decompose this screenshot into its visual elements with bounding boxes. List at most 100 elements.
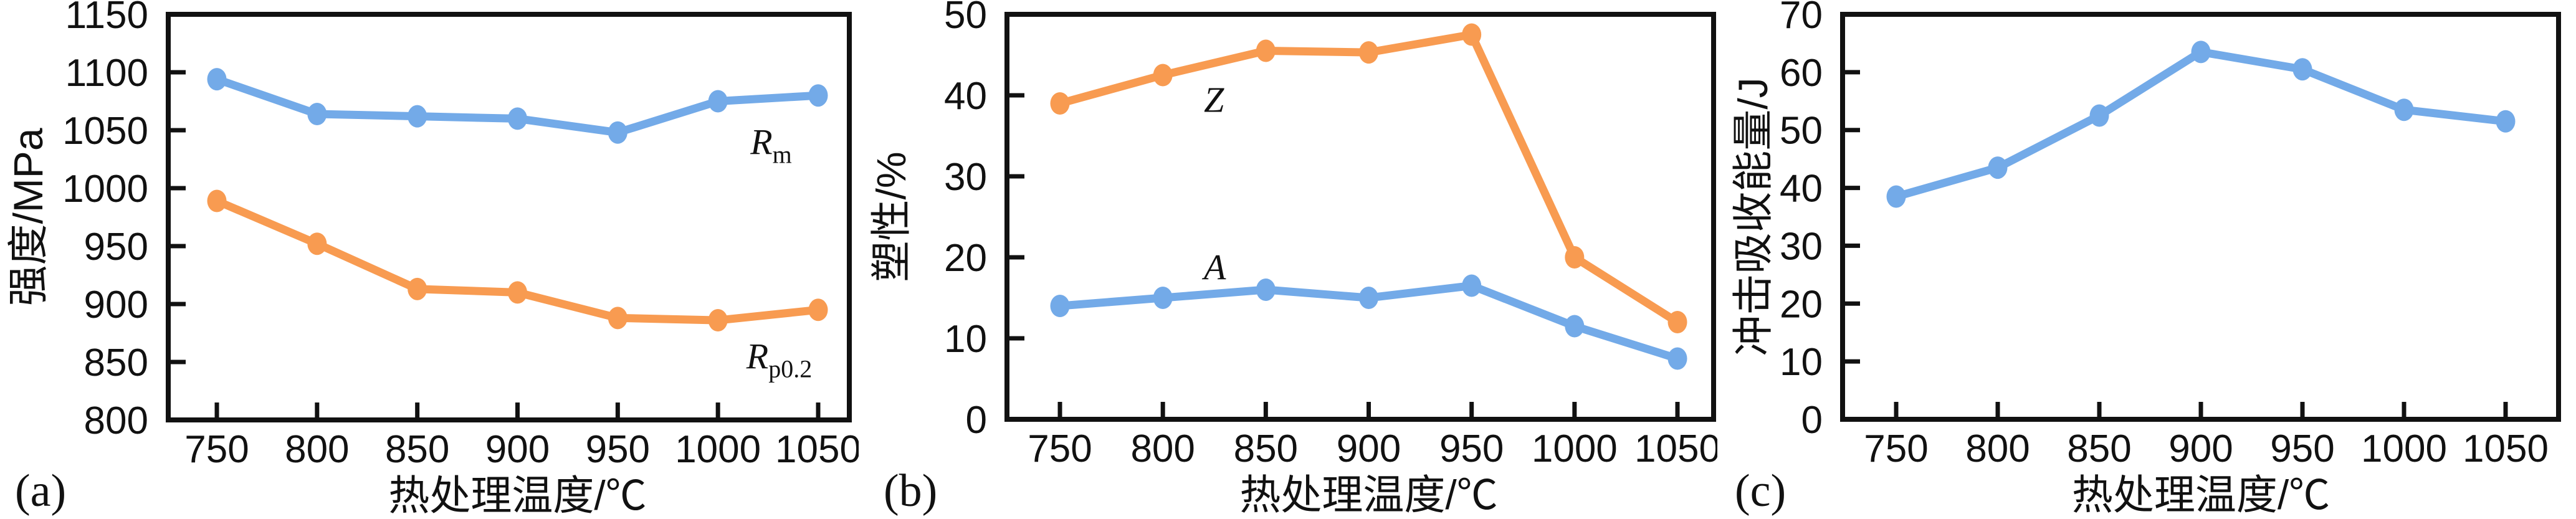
data-point-marker <box>1153 287 1173 309</box>
data-point-marker <box>1462 274 1482 297</box>
data-point-marker <box>2394 98 2414 121</box>
data-point-marker <box>608 307 627 330</box>
x-axis: 750 800 850 900 950 1000 1050 <box>1028 402 1717 470</box>
x-tick-label: 850 <box>385 428 449 471</box>
chart-panel-c: 0 10 20 30 40 50 60 70 750 800 850 900 950 1000 1050 热处… <box>1717 0 2576 519</box>
x-tick-label: 950 <box>586 428 650 471</box>
y-tick-label: 40 <box>944 75 987 118</box>
y-tick-label: 950 <box>84 226 148 269</box>
y-tick-label: 40 <box>1780 168 1823 211</box>
data-point-marker <box>1667 347 1687 370</box>
data-point-marker <box>1565 246 1585 269</box>
series-label-A: A <box>1201 247 1226 288</box>
x-tick-label: 900 <box>2168 427 2233 470</box>
data-point-marker <box>708 90 728 113</box>
y-tick-label: 10 <box>944 318 987 361</box>
data-point-marker <box>708 309 728 332</box>
x-tick-label: 850 <box>1234 427 1298 470</box>
y-tick-label: 1050 <box>62 110 148 153</box>
y-axis: 0 10 20 30 40 50 <box>944 0 1024 442</box>
y-tick-label: 0 <box>1801 399 1823 442</box>
y-axis-title: 冲击吸收能量/J <box>1730 77 1776 356</box>
x-tick-label: 1000 <box>2361 427 2447 470</box>
series-label-Rp0.2: Rp0.2 <box>746 336 812 383</box>
x-tick-label: 750 <box>1864 427 1928 470</box>
x-tick-label: 800 <box>1130 427 1195 470</box>
data-point-marker <box>408 105 427 128</box>
y-tick-label: 10 <box>1780 341 1823 384</box>
y-axis-title: 强度/MPa <box>5 128 51 306</box>
data-point-marker <box>2496 110 2516 133</box>
series-Rp0.2: Rp0.2 <box>207 189 828 383</box>
x-tick-label: 1050 <box>775 428 859 471</box>
x-axis-title: 热处理温度/℃ <box>388 472 646 518</box>
x-tick-label: 1000 <box>1532 427 1618 470</box>
data-point-marker <box>408 277 427 300</box>
x-tick-label: 900 <box>485 428 550 471</box>
x-tick-label: 900 <box>1337 427 1401 470</box>
y-tick-label: 800 <box>84 399 148 442</box>
series-label-Z: Z <box>1204 80 1224 120</box>
series-Rm: Rm <box>207 68 828 169</box>
data-point-marker <box>2191 40 2211 64</box>
data-point-marker <box>1256 39 1276 62</box>
x-tick-label: 800 <box>1965 427 2030 470</box>
data-point-marker <box>207 68 227 91</box>
y-tick-label: 20 <box>1780 283 1823 326</box>
data-point-marker <box>608 121 627 144</box>
y-tick-label: 30 <box>944 156 987 199</box>
x-tick-label: 800 <box>285 428 349 471</box>
chart-canvas-c: 0 10 20 30 40 50 60 70 750 800 850 900 950 1000 1050 热处… <box>1730 0 2561 518</box>
data-point-marker <box>508 281 527 304</box>
x-tick-label: 1050 <box>2463 427 2549 470</box>
series-line-Z <box>1056 31 1682 326</box>
y-tick-label: 30 <box>1780 225 1823 268</box>
plot-frame <box>166 12 852 422</box>
y-tick-label: 0 <box>966 399 987 442</box>
data-point-marker <box>1256 279 1276 301</box>
y-tick-label: 60 <box>1780 52 1823 95</box>
x-axis: 750 800 850 900 950 1000 1050 <box>184 402 859 471</box>
chart-panel-b: 0 10 20 30 40 50 750 800 850 900 950 1000 1050 热处理温度/… <box>859 0 1717 519</box>
y-tick-label: 1100 <box>65 52 148 95</box>
data-point-marker <box>808 298 828 321</box>
x-axis-title: 热处理温度/℃ <box>2072 472 2330 518</box>
data-point-marker <box>207 189 227 212</box>
data-point-marker <box>307 102 327 125</box>
data-point-marker <box>1050 295 1070 317</box>
x-tick-label: 1050 <box>1634 427 1717 470</box>
panel-label: (c) <box>1735 465 1786 517</box>
data-point-marker <box>1050 92 1070 115</box>
plot-frame <box>1840 12 2561 422</box>
x-tick-label: 950 <box>1439 427 1504 470</box>
chart-canvas-b: 0 10 20 30 40 50 750 800 850 900 950 1000 1050 热处理温度/… <box>868 0 1717 518</box>
y-tick-label: 850 <box>84 341 148 384</box>
data-point-marker <box>2292 58 2312 81</box>
series-A: A <box>1050 247 1687 370</box>
data-point-marker <box>1565 315 1585 338</box>
data-point-marker <box>808 84 828 107</box>
series-line-impact-energy <box>1892 47 2510 201</box>
data-point-marker <box>1359 287 1378 309</box>
plot-frame <box>1004 12 1716 422</box>
x-tick-label: 850 <box>2067 427 2131 470</box>
y-tick-label: 20 <box>944 237 987 280</box>
y-tick-label: 1150 <box>65 0 148 37</box>
series-label-Rm: Rm <box>750 122 792 169</box>
x-tick-label: 1000 <box>675 428 761 471</box>
x-axis: 750 800 850 900 950 1000 1050 <box>1864 402 2549 470</box>
x-axis-title: 热处理温度/℃ <box>1239 472 1497 518</box>
y-tick-label: 50 <box>944 0 987 37</box>
y-axis-title: 塑性/% <box>868 151 914 282</box>
series-Z: Z <box>1050 23 1687 333</box>
data-point-marker <box>1886 185 1906 208</box>
data-point-marker <box>1359 41 1378 64</box>
data-point-marker <box>1988 156 2008 179</box>
y-axis: 0 10 20 30 40 50 60 70 <box>1780 0 1860 442</box>
data-point-marker <box>2089 104 2109 127</box>
data-point-marker <box>307 232 327 255</box>
x-tick-label: 750 <box>1028 427 1092 470</box>
y-tick-label: 50 <box>1780 110 1823 153</box>
y-tick-label: 70 <box>1780 0 1823 37</box>
